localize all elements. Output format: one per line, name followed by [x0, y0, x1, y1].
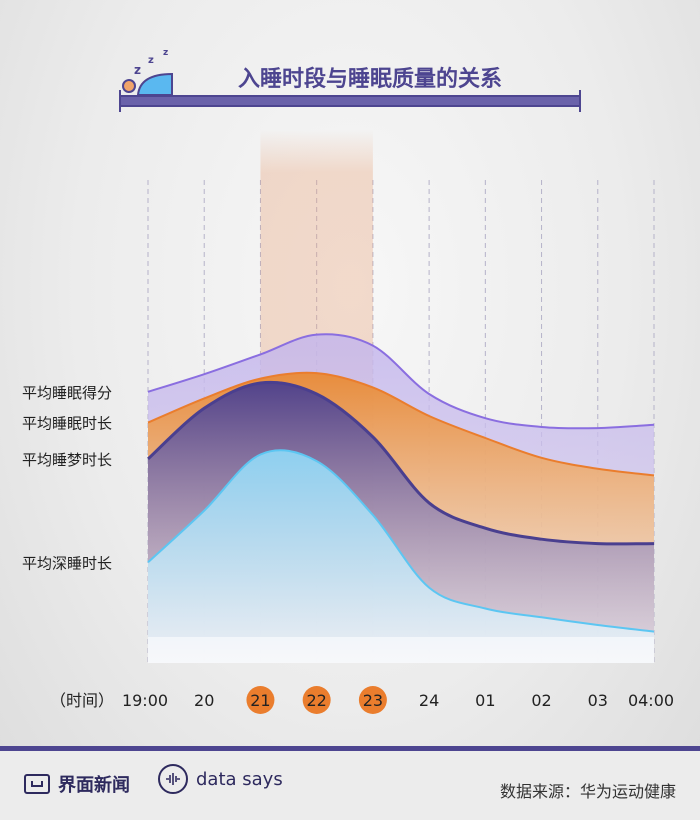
x-tick-label: 19:00: [122, 691, 168, 710]
svg-text:z: z: [134, 63, 141, 77]
x-tick-label: 04:00: [628, 691, 674, 710]
x-tick-label: 23: [363, 691, 383, 710]
series-label-1: 平均睡眠得分: [22, 384, 112, 402]
tick-highlight-marker: [246, 686, 275, 714]
series-areas: [146, 333, 655, 663]
tick-highlight-marker: [302, 686, 331, 714]
series-line-3: [146, 380, 655, 546]
data-source: 数据来源：华为运动健康: [499, 782, 676, 801]
x-tick-label: 01: [475, 691, 495, 710]
data-says-text: data says: [196, 768, 283, 790]
series-label-3: 平均睡梦时长: [22, 451, 112, 469]
baseline-strip: [148, 637, 654, 663]
title-underline-bar: [119, 95, 581, 107]
soundwave-icon: [158, 764, 188, 794]
x-axis-unit-label: （时间）: [50, 691, 114, 710]
footer: 界面新闻 data says 数据来源：华为运动健康: [0, 746, 700, 820]
series-area-4: [148, 450, 654, 663]
series-line-2: [147, 371, 655, 477]
tick-highlight-marker: [358, 686, 387, 714]
title-group: z z z 入睡时段与睡眠质量的关系: [119, 48, 581, 112]
x-tick-label: 02: [531, 691, 551, 710]
brand-name: 界面新闻: [58, 775, 130, 796]
chart-svg: z z z 入睡时段与睡眠质量的关系 平均睡眠得分平均睡眠时长平均睡梦时长平均深…: [22, 48, 674, 714]
series-line-1: [147, 333, 655, 430]
x-axis-ticks: （时间） 19:00 20 21 22 23 24 01 02 03 04:00: [50, 686, 674, 714]
series-label-2: 平均睡眠时长: [22, 415, 112, 433]
chart-title: 入睡时段与睡眠质量的关系: [238, 66, 502, 92]
x-tick-label: 20: [194, 691, 214, 710]
data-says-logo: data says: [158, 764, 283, 794]
x-tick-label: 22: [306, 691, 326, 710]
x-tick-label: 21: [250, 691, 270, 710]
svg-text:z: z: [148, 55, 154, 66]
sleeping-person-icon: z z z: [122, 48, 173, 96]
jiemian-logo-icon: [24, 774, 50, 794]
footer-divider: [0, 746, 700, 751]
x-tick-label: 03: [588, 691, 608, 710]
x-tick-label: 24: [419, 691, 439, 710]
series-line-4: [147, 449, 655, 633]
svg-text:z: z: [163, 48, 168, 58]
brand: 界面新闻: [24, 771, 130, 797]
series-label-4: 平均深睡时长: [22, 554, 112, 572]
